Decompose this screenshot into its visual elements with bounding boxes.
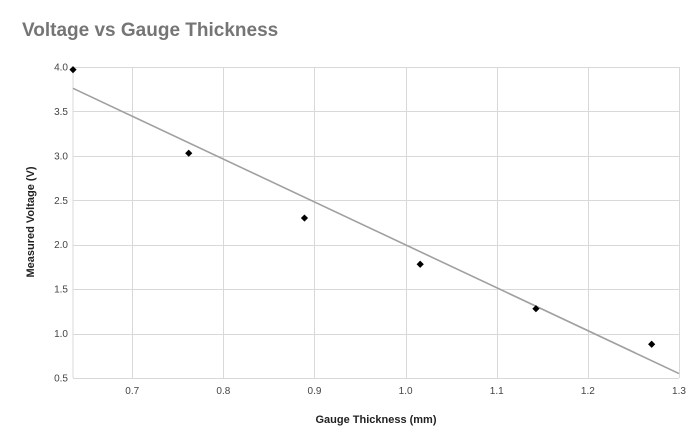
y-tick-label: 3.5 <box>54 107 68 118</box>
y-tick-label: 1.0 <box>54 329 68 340</box>
trendline-group <box>72 87 680 375</box>
x-tick-label: 1.1 <box>490 386 504 397</box>
y-tick-label: 2.5 <box>54 196 68 207</box>
x-tick-label: 0.9 <box>308 386 322 397</box>
data-point <box>185 149 193 157</box>
data-point <box>648 340 656 348</box>
x-tick-label: 0.8 <box>216 386 230 397</box>
x-axis-title: Gauge Thickness (mm) <box>315 414 436 426</box>
y-axis-title: Measured Voltage (V) <box>25 166 37 277</box>
data-point <box>416 260 424 268</box>
data-point <box>69 66 77 74</box>
trendline <box>72 87 680 375</box>
y-tick-label: 0.5 <box>54 374 68 385</box>
data-point <box>532 305 540 313</box>
y-tick-label: 1.5 <box>54 285 68 296</box>
x-tick-label: 1.2 <box>581 386 595 397</box>
x-tick-label: 0.7 <box>125 386 139 397</box>
grid-lines <box>72 67 680 379</box>
x-tick-label: 1.3 <box>672 386 686 397</box>
chart-title: Voltage vs Gauge Thickness <box>22 20 279 41</box>
data-points <box>69 66 656 348</box>
y-tick-label: 3.0 <box>54 151 68 162</box>
y-tick-label: 2.0 <box>54 240 68 251</box>
x-tick-label: 1.0 <box>399 386 413 397</box>
data-point <box>300 214 309 222</box>
y-tick-label: 4.0 <box>54 63 68 74</box>
tick-labels: 0.5 1.0 1.5 2.0 2.5 3.0 3.5 4.0 0.7 0.8 0.9 1.0 1.1 1… <box>54 63 686 398</box>
